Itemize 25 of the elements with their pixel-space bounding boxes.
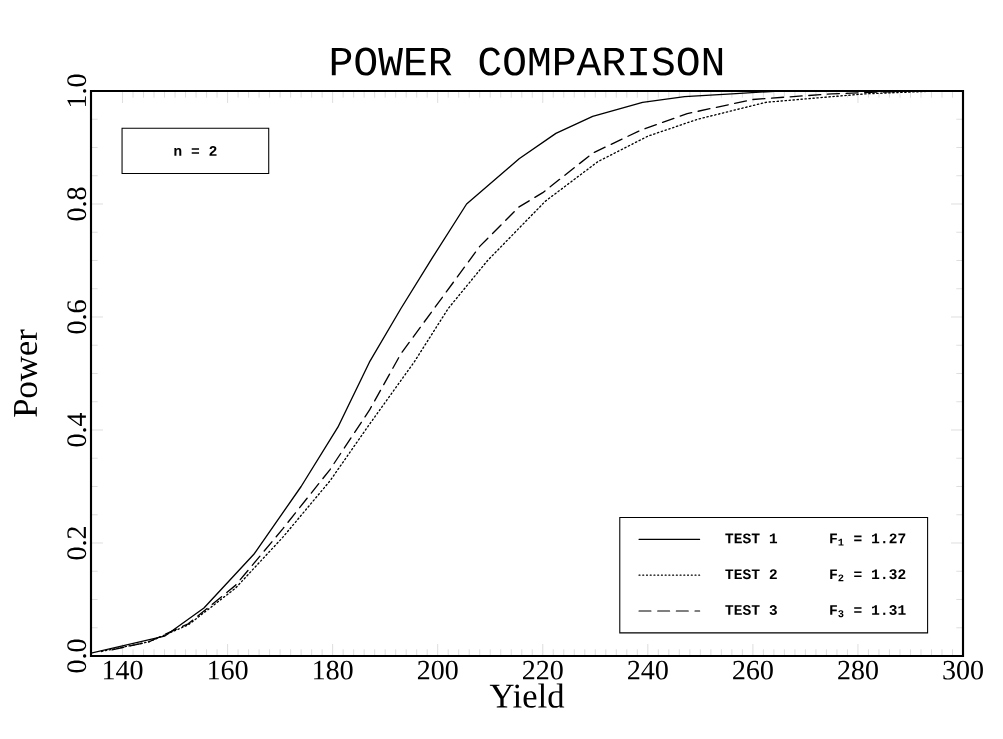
y-tick-label: 0.0 xyxy=(67,639,87,673)
y-tick-label: 0.8 xyxy=(67,187,87,221)
legend-label: TEST 2 xyxy=(725,569,777,580)
legend-label: TEST 3 xyxy=(725,605,777,616)
x-tick-label: 140 xyxy=(103,660,143,680)
x-tick-label: 280 xyxy=(838,660,878,680)
x-axis-title: Yield xyxy=(489,683,565,708)
y-axis-title: Power xyxy=(14,329,38,417)
y-tick-label: 0.4 xyxy=(67,412,87,447)
y-tick-label: 0.2 xyxy=(67,527,87,560)
y-tick-label: 1.0 xyxy=(67,74,87,107)
annotation: F$_{3}$ = 1.31 xyxy=(830,605,906,618)
annotation: n = 2 xyxy=(174,146,217,156)
x-tick-label: 180 xyxy=(314,660,353,680)
x-tick-label: 160 xyxy=(209,660,248,680)
x-tick-label: 200 xyxy=(417,660,458,680)
x-tick-label: 300 xyxy=(943,660,983,680)
annotation: F$_{2}$ = 1.32 xyxy=(830,569,906,582)
chart-title: POWER COMPARISON xyxy=(331,47,723,76)
annotation: F$_{1}$ = 1.27 xyxy=(830,533,906,546)
x-tick-label: 260 xyxy=(733,660,773,680)
x-tick-label: 220 xyxy=(523,660,563,680)
legend-label: TEST 1 xyxy=(725,533,778,544)
y-tick-label: 0.6 xyxy=(67,300,87,334)
x-tick-label: 240 xyxy=(628,660,668,680)
